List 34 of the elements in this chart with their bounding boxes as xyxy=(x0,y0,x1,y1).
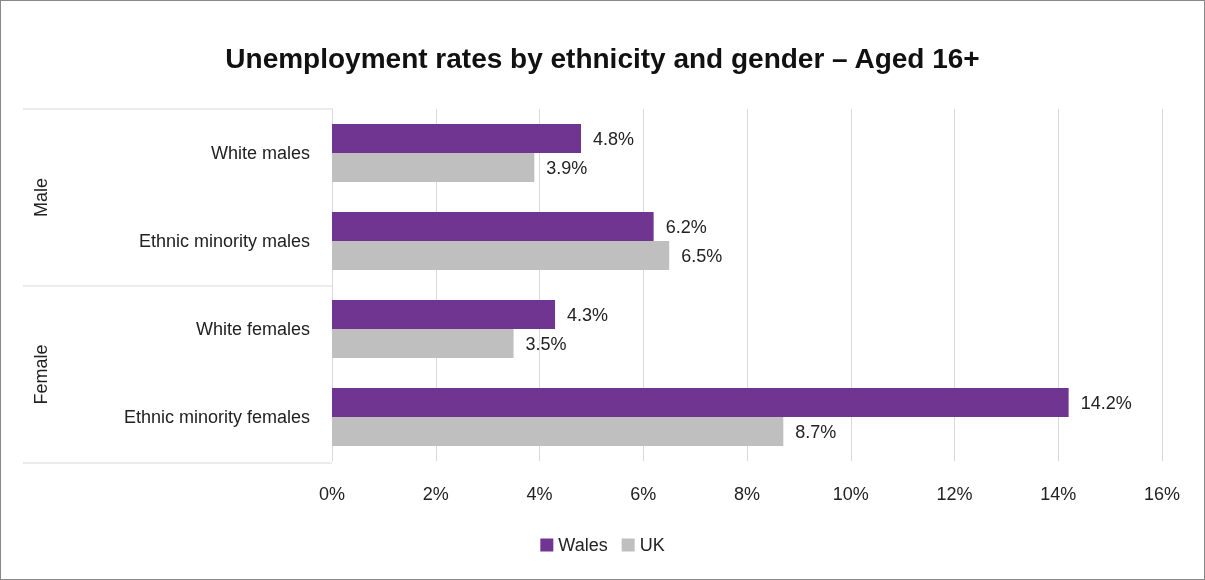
bar xyxy=(332,417,784,446)
x-tick-label: 2% xyxy=(422,484,449,504)
data-label: 8.7% xyxy=(795,421,837,442)
x-tick-label: 6% xyxy=(630,484,657,504)
x-tick-label: 8% xyxy=(733,484,761,504)
bar xyxy=(332,388,1069,417)
bar xyxy=(332,241,670,270)
bar xyxy=(332,124,581,153)
x-tick-label: 10% xyxy=(832,484,869,504)
bar xyxy=(332,329,514,358)
y-tick-label: White females xyxy=(195,319,310,339)
data-label: 14.2% xyxy=(1080,392,1132,413)
bar xyxy=(332,153,535,182)
text: Male xyxy=(31,177,51,218)
x-tick-label: 14% xyxy=(1040,484,1077,504)
bar xyxy=(332,300,556,329)
chart-title: Unemployment rates by ethnicity and gender – Aged 16+ xyxy=(225,42,980,74)
text: Female xyxy=(31,344,51,405)
data-label: 6.2% xyxy=(665,216,707,237)
y-tick-label: Ethnic minority females xyxy=(123,407,310,427)
y-tick-label: Ethnic minority males xyxy=(138,231,310,251)
data-label: 6.5% xyxy=(681,245,723,266)
legend-label: Wales xyxy=(558,535,608,555)
data-label: 4.8% xyxy=(593,128,635,149)
x-tick-label: 4% xyxy=(526,484,553,504)
data-label: 4.3% xyxy=(567,304,609,325)
x-tick-label: 0% xyxy=(318,484,346,504)
data-label: 3.5% xyxy=(525,333,567,354)
data-label: 3.9% xyxy=(546,157,588,178)
y-tick-label: White males xyxy=(210,143,310,163)
x-tick-label: 16% xyxy=(1143,484,1181,504)
bar xyxy=(332,212,654,241)
legend-label: UK xyxy=(639,535,665,555)
x-tick-label: 12% xyxy=(936,484,973,504)
